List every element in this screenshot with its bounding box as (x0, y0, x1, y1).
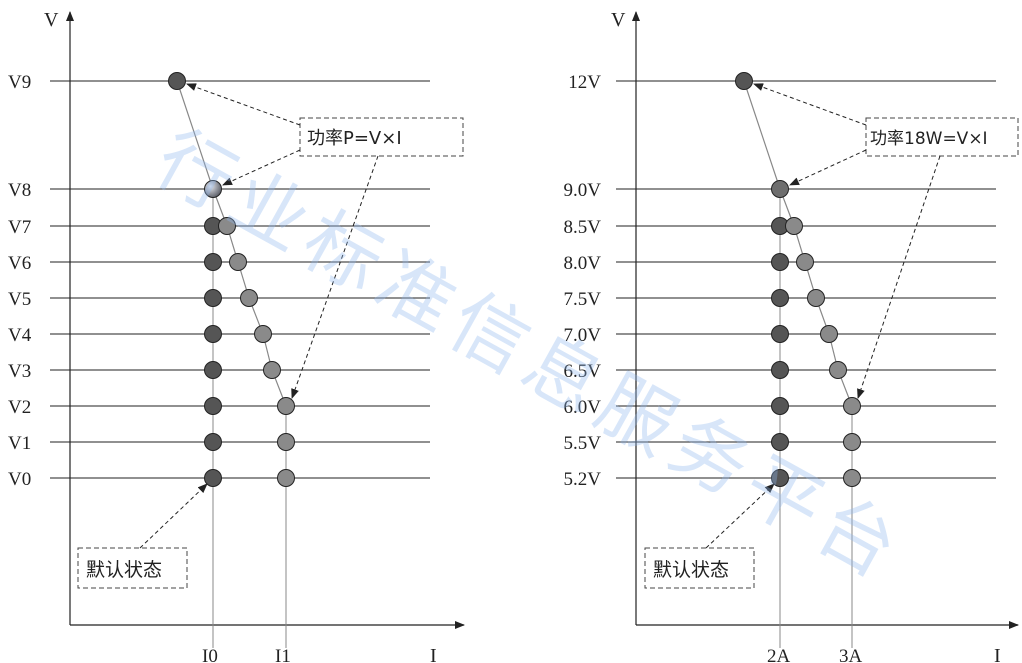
left-power-point-v2 (277, 397, 295, 415)
left-level-label-v1: V1 (8, 433, 31, 454)
left-default-callout: 默认状态 (77, 483, 208, 589)
right-power-point-7-0v (820, 325, 838, 343)
right-y-axis-label: V (611, 9, 626, 31)
left-default-point-v2 (204, 397, 222, 415)
right-default-point-5-5v (771, 433, 789, 451)
right-level-label-7-0v: 7.0V (564, 325, 602, 346)
left-default-point-v6 (204, 253, 222, 271)
right-default-point-8-0v (771, 253, 789, 271)
left-level-label-v4: V4 (8, 325, 32, 346)
left-default-point-v1 (204, 433, 222, 451)
left-x-tick-i1: I1 (275, 646, 291, 663)
right-power-curve (743, 80, 853, 407)
right-power-point-5-2v (843, 469, 861, 487)
right-level-label-12v: 12V (568, 72, 601, 93)
left-default-point-v4 (204, 325, 222, 343)
right-level-label-7-5v: 7.5V (564, 289, 602, 310)
right-level-label-9-0v: 9.0V (564, 180, 602, 201)
right-level-label-5-2v: 5.2V (564, 469, 602, 490)
left-power-label: 功率P=V×I (307, 128, 402, 149)
left-power-point-v7 (218, 217, 236, 235)
right-x-axis-label: I (994, 645, 1001, 663)
right-x-tick-2a: 2A (767, 646, 791, 663)
right-power-point-5-5v (843, 433, 861, 451)
left-power-point-v0 (277, 469, 295, 487)
right-power-label: 功率18W=V×I (870, 129, 988, 149)
right-power-point-6-5v (829, 361, 847, 379)
left-default-point-v3 (204, 361, 222, 379)
right-x-tick-3a: 3A (839, 646, 863, 663)
left-power-point-v3 (263, 361, 281, 379)
left-default-label: 默认状态 (86, 559, 162, 581)
right-default-point-6-5v (771, 361, 789, 379)
watermark: 行业标准信息服务平台 (141, 113, 919, 598)
right-default-point-7-0v (771, 325, 789, 343)
right-power-point-8-0v (796, 253, 814, 271)
left-y-axis-label: V (44, 9, 59, 31)
right-default-point-7-5v (771, 289, 789, 307)
left-level-label-v6: V6 (8, 253, 31, 274)
left-level-label-v7: V7 (8, 217, 31, 238)
left-default-point-v0 (204, 469, 222, 487)
left-level-label-v9: V9 (8, 72, 31, 93)
right-default-label: 默认状态 (653, 559, 729, 581)
right-power-callout: 功率18W=V×I (753, 83, 1019, 399)
left-x-tick-i0: I0 (202, 646, 218, 663)
left-power-point-v5 (240, 289, 258, 307)
right-level-label-8-0v: 8.0V (564, 253, 602, 274)
right-point-9-0v (771, 180, 789, 198)
left-level-label-v5: V5 (8, 289, 31, 310)
right-default-point-6-0v (771, 397, 789, 415)
right-level-label-6-0v: 6.0V (564, 397, 602, 418)
left-point-v8 (204, 180, 222, 198)
left-level-label-v3: V3 (8, 361, 31, 382)
watermark-text: 行业标准信息服务平台 (141, 113, 919, 598)
right-level-label-5-5v: 5.5V (564, 433, 602, 454)
left-top-point-v9 (168, 72, 186, 90)
left-power-point-v4 (254, 325, 272, 343)
right-level-label-8-5v: 8.5V (564, 217, 602, 238)
left-level-label-v0: V0 (8, 469, 31, 490)
left-diagram: V I V0 V1 V2 V3 V4 V5 V6 V7 V8 V9 (8, 9, 465, 663)
left-default-point-v5 (204, 289, 222, 307)
right-power-point-8-5v (785, 217, 803, 235)
right-power-point-7-5v (807, 289, 825, 307)
right-default-point-5-2v (771, 469, 789, 487)
right-default-callout: 默认状态 (644, 483, 775, 589)
right-level-lines (616, 80, 996, 479)
left-power-point-v6 (229, 253, 247, 271)
right-diagram: V I 5.2V 5.5V 6.0V 6.5V 7.0V 7.5V 8.0V 8… (564, 9, 1019, 663)
right-top-point-12v (735, 72, 753, 90)
left-level-label-v8: V8 (8, 180, 31, 201)
left-level-label-v2: V2 (8, 397, 31, 418)
right-power-point-6-0v (843, 397, 861, 415)
left-power-callout: 功率P=V×I (186, 83, 464, 399)
left-x-axis-label: I (430, 645, 437, 663)
right-level-label-6-5v: 6.5V (564, 361, 602, 382)
left-power-point-v1 (277, 433, 295, 451)
